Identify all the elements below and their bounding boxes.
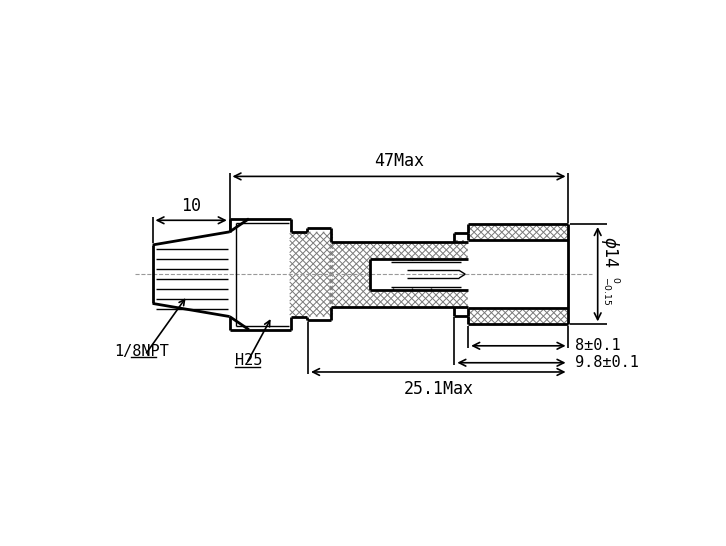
Polygon shape <box>370 259 468 289</box>
Text: 8±0.1: 8±0.1 <box>574 339 620 353</box>
Text: 47Max: 47Max <box>374 152 424 170</box>
Text: $^{0}_{-0.15}$: $^{0}_{-0.15}$ <box>600 276 620 305</box>
Text: 9.8±0.1: 9.8±0.1 <box>574 355 638 370</box>
Polygon shape <box>152 219 568 330</box>
Text: 25.1Max: 25.1Max <box>404 379 473 397</box>
Text: H25: H25 <box>235 353 262 368</box>
Text: 1/8NPT: 1/8NPT <box>114 343 169 359</box>
Polygon shape <box>468 240 568 308</box>
Text: 10: 10 <box>181 197 201 215</box>
Text: $\phi$14: $\phi$14 <box>599 236 621 268</box>
